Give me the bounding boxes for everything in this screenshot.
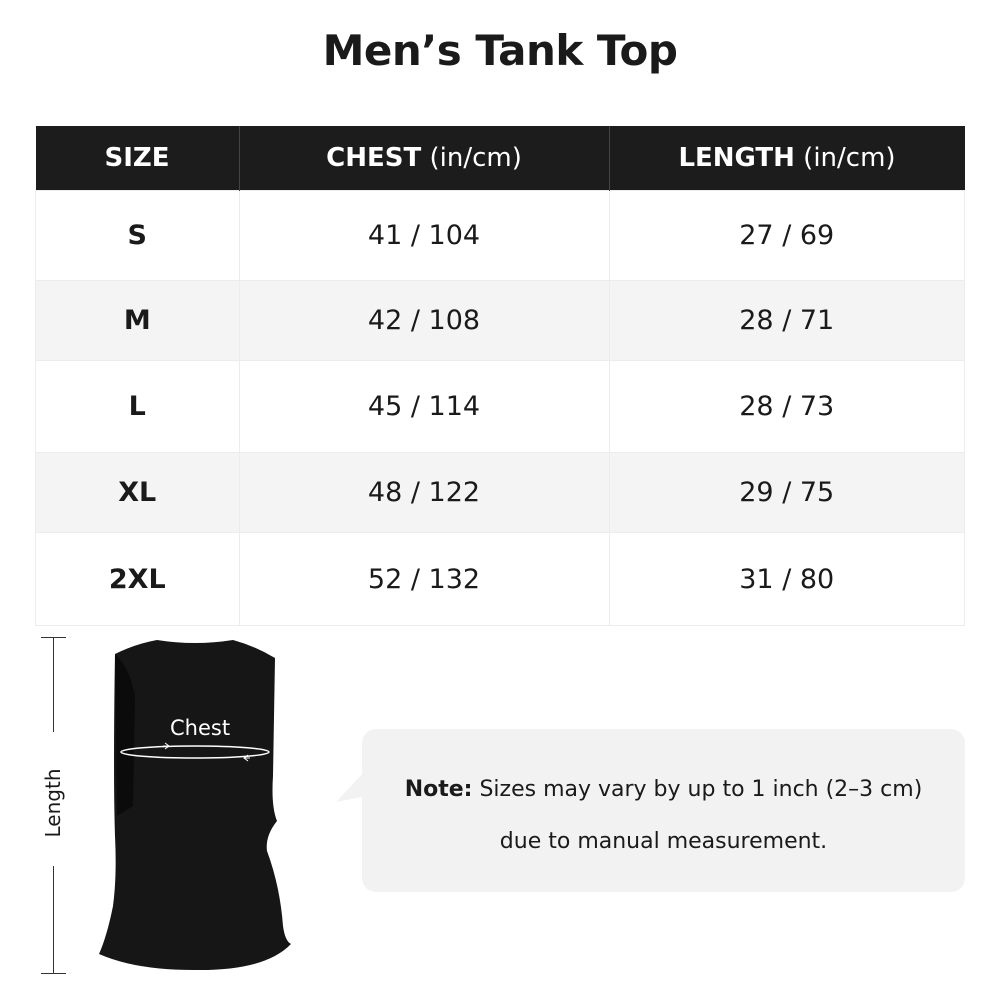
size-chart-table: SIZE CHEST (in/cm) LENGTH (in/cm) S 41 / … xyxy=(35,126,965,626)
table-row: XL 48 / 122 29 / 75 xyxy=(35,452,965,533)
size-cell: L xyxy=(35,360,240,453)
chest-cell: 42 / 108 xyxy=(238,280,610,361)
header-chest: CHEST (in/cm) xyxy=(239,126,610,191)
note-bubble-tail xyxy=(336,770,366,802)
header-length: LENGTH (in/cm) xyxy=(609,126,965,191)
header-label: LENGTH xyxy=(678,143,795,173)
note-line-2: due to manual measurement. xyxy=(499,829,828,854)
length-ruler-line xyxy=(53,637,54,732)
length-cell: 27 / 69 xyxy=(608,190,965,281)
chest-cell: 52 / 132 xyxy=(238,532,610,626)
size-cell: 2XL xyxy=(35,532,240,626)
length-cell: 28 / 71 xyxy=(608,280,965,361)
note-label: Note: xyxy=(404,777,473,802)
tank-top-image xyxy=(99,640,291,971)
table-row: L 45 / 114 28 / 73 xyxy=(35,360,965,453)
length-cell: 31 / 80 xyxy=(608,532,965,626)
size-cell: XL xyxy=(35,452,240,533)
length-ruler-bottom-tick xyxy=(41,973,66,974)
table-row: M 42 / 108 28 / 71 xyxy=(35,280,965,361)
note-line-1: Note: Sizes may vary by up to 1 inch (2–… xyxy=(362,777,965,802)
chest-cell: 48 / 122 xyxy=(238,452,610,533)
header-unit: (in/cm) xyxy=(794,143,896,173)
header-unit: (in/cm) xyxy=(421,143,522,173)
header-label: SIZE xyxy=(104,143,170,173)
table-row: S 41 / 104 27 / 69 xyxy=(35,190,965,281)
table-header: SIZE CHEST (in/cm) LENGTH (in/cm) xyxy=(35,126,965,191)
header-label: CHEST xyxy=(326,143,422,173)
length-cell: 28 / 73 xyxy=(608,360,965,453)
chest-label: Chest xyxy=(170,716,231,740)
header-size: SIZE xyxy=(35,126,240,191)
note-bubble: Note: Sizes may vary by up to 1 inch (2–… xyxy=(362,729,965,892)
size-cell: M xyxy=(35,280,240,361)
chest-cell: 41 / 104 xyxy=(238,190,610,281)
length-label: Length xyxy=(41,768,65,838)
chest-cell: 45 / 114 xyxy=(238,360,610,453)
length-ruler-line xyxy=(53,866,54,973)
page-title: Men’s Tank Top xyxy=(322,26,678,75)
table-row: 2XL 52 / 132 31 / 80 xyxy=(35,532,965,626)
note-text: Sizes may vary by up to 1 inch (2–3 cm) xyxy=(472,777,923,802)
length-cell: 29 / 75 xyxy=(608,452,965,533)
size-cell: S xyxy=(35,190,240,281)
